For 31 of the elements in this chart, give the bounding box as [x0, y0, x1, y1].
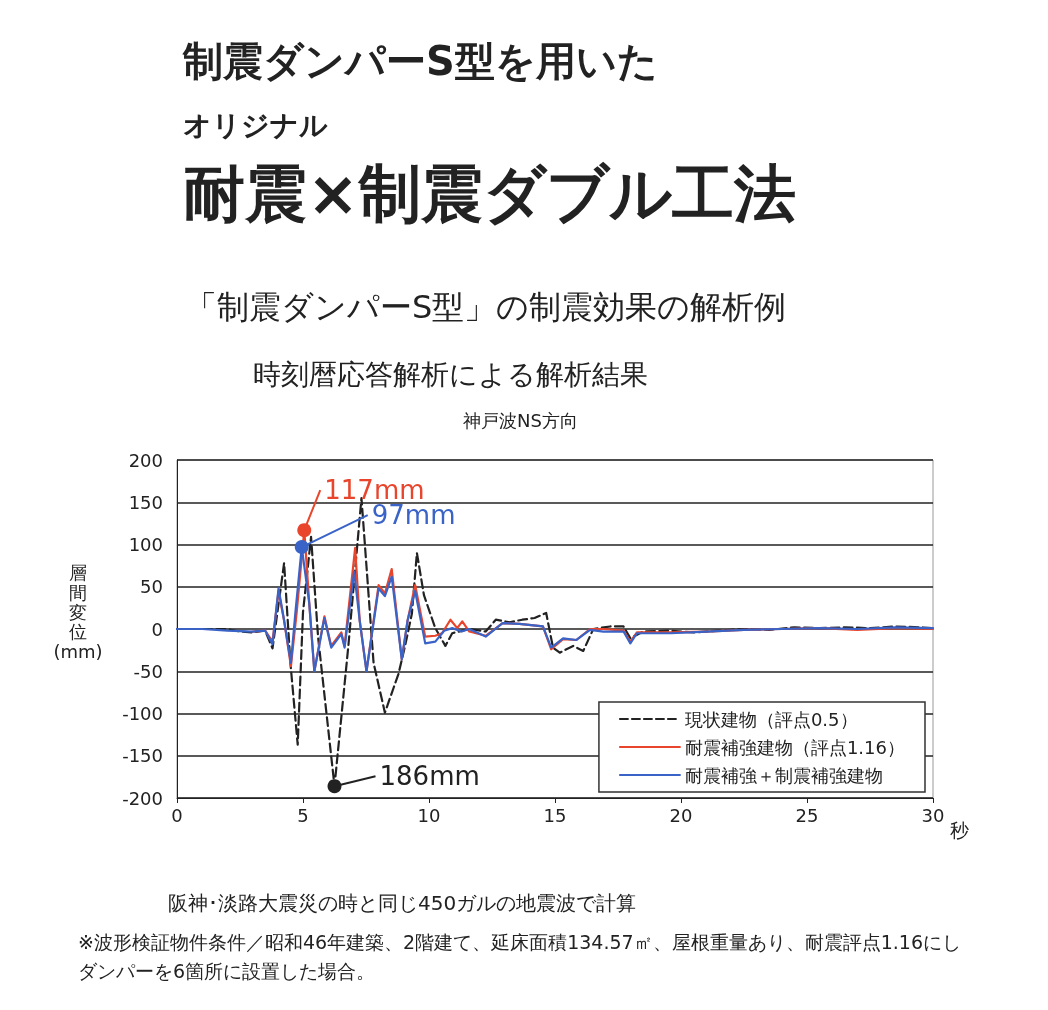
x-tick-label: 25 [795, 804, 819, 826]
legend-label: 耐震補強＋制震補強建物 [684, 764, 883, 786]
annotation: 186mm [379, 761, 480, 792]
y-tick-label: 50 [140, 576, 163, 598]
text: オリジナル [183, 109, 328, 143]
text: 耐震×制震ダブル工法 [183, 157, 796, 230]
text: 阪神･淡路大震災の時と同じ450ガルの地震波で計算 [168, 890, 638, 917]
y-tick-label: 100 [128, 534, 163, 555]
y-axis-title: 層間変位 (mm) [52, 562, 104, 663]
y-tick-label: -50 [133, 660, 163, 682]
legend-label: 耐震補強建物（評点1.16） [684, 736, 905, 758]
legend-label: 現状建物（評点0.5） [684, 708, 858, 730]
annotation: 97mm [371, 500, 456, 531]
y-tick-label: -200 [122, 787, 163, 809]
x-tick-label: 15 [543, 804, 567, 826]
text: ※波形検証物件条件／昭和46年建築、2階建て、延床面積134.57㎡、屋根重量あり、耐震評点1.16にしダンパーを6箇所に設置した場合。 [78, 930, 962, 984]
text: 制震ダンパーS型を用いた [183, 38, 658, 84]
x-tick-label: 0 [171, 804, 183, 826]
x-tick-label: 30 [921, 804, 945, 826]
chart-subtitle: 時刻暦応答解析による解析結果 [253, 358, 648, 392]
x-tick-label: 10 [417, 804, 441, 826]
y-tick-label: -100 [122, 703, 163, 724]
x-tick-label: 20 [669, 804, 693, 826]
chart-title: 「制震ダンパーS型」の制震効果の解析例 [185, 288, 787, 327]
y-tick-label: 150 [128, 491, 163, 513]
y-tick-label: -150 [122, 745, 163, 767]
x-tick-label: 5 [297, 804, 309, 826]
y-tick-label: 200 [128, 449, 163, 471]
text: 神戸波NS方向 [463, 410, 578, 432]
y-tick-label: 0 [151, 618, 163, 640]
x-axis-title: 秒 [950, 818, 970, 841]
